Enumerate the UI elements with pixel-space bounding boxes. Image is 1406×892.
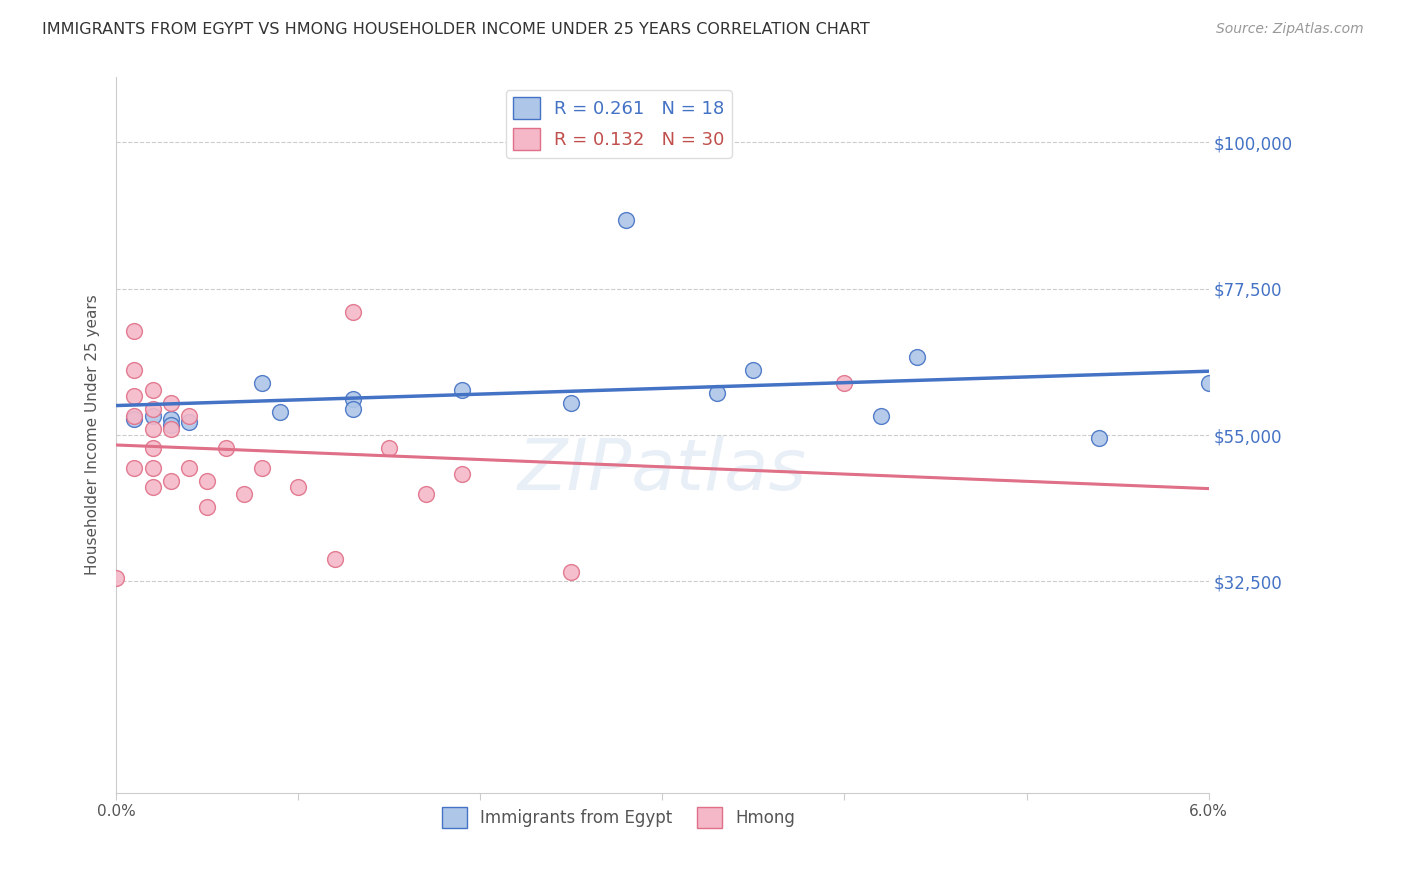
Point (560, 395, 582, 409)
Point (232, 486, 254, 500)
Text: ZIPatlas: ZIPatlas (517, 436, 807, 505)
Point (142, 421, 165, 435)
Point (870, 409, 893, 423)
Point (160, 418, 183, 433)
Point (142, 480, 165, 494)
Legend: Immigrants from Egypt, Hmong: Immigrants from Egypt, Hmong (436, 801, 803, 834)
Point (1088, 431, 1111, 445)
Text: IMMIGRANTS FROM EGYPT VS HMONG HOUSEHOLDER INCOME UNDER 25 YEARS CORRELATION CHA: IMMIGRANTS FROM EGYPT VS HMONG HOUSEHOLD… (42, 22, 870, 37)
Point (124, 389, 146, 403)
Y-axis label: Householder Income Under 25 years: Householder Income Under 25 years (86, 294, 100, 575)
Point (706, 385, 728, 400)
Point (160, 421, 183, 435)
Point (415, 486, 437, 500)
Point (142, 402, 165, 417)
Point (105, 571, 128, 585)
Point (177, 409, 200, 423)
Point (323, 551, 346, 566)
Point (214, 441, 236, 455)
Text: Source: ZipAtlas.com: Source: ZipAtlas.com (1216, 22, 1364, 37)
Point (614, 213, 637, 227)
Point (905, 350, 928, 364)
Point (287, 480, 309, 494)
Point (1198, 376, 1220, 390)
Point (124, 363, 146, 377)
Point (177, 415, 200, 429)
Point (269, 405, 291, 419)
Point (195, 500, 218, 514)
Point (451, 467, 474, 481)
Point (142, 460, 165, 475)
Point (142, 383, 165, 397)
Point (124, 411, 146, 425)
Point (142, 409, 165, 423)
Point (250, 376, 273, 390)
Point (560, 565, 582, 579)
Point (378, 441, 401, 455)
Point (342, 392, 364, 407)
Point (142, 441, 165, 455)
Point (160, 395, 183, 409)
Point (451, 383, 474, 397)
Point (342, 304, 364, 318)
Point (160, 474, 183, 488)
Point (124, 409, 146, 423)
Point (834, 376, 856, 390)
Point (742, 363, 765, 377)
Point (177, 460, 200, 475)
Point (160, 411, 183, 425)
Point (124, 460, 146, 475)
Point (342, 402, 364, 417)
Point (124, 324, 146, 338)
Point (250, 460, 273, 475)
Point (195, 474, 218, 488)
